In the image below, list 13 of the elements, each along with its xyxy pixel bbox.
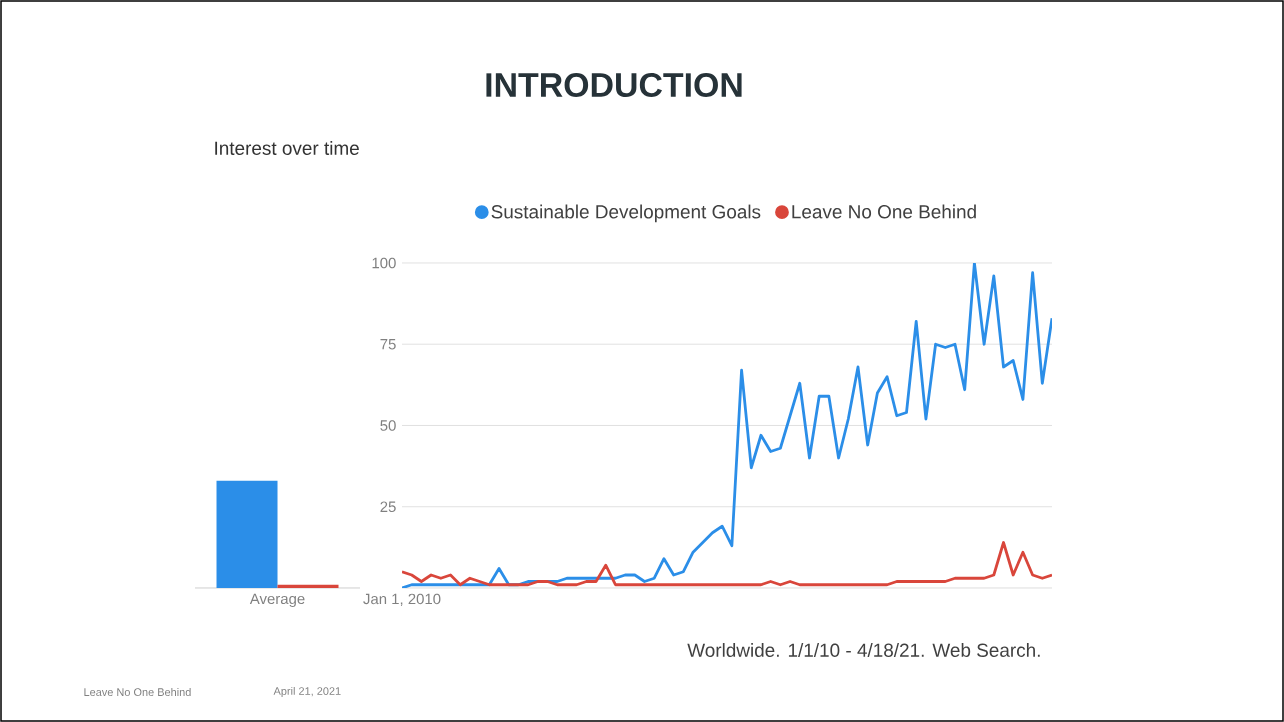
- legend-label: Leave No One Behind: [792, 204, 976, 219]
- y-tick-label: 50: [380, 420, 396, 431]
- y-tick-label: 75: [380, 339, 396, 350]
- y-tick-label: 100: [372, 257, 396, 269]
- legend-label: Sustainable Development Goals: [491, 204, 761, 223]
- x-tick-label: Jan 1, 2010: [363, 593, 441, 606]
- text: Worldwide. 1/1/10 - 4/18/21. Web Search.: [687, 643, 1040, 657]
- chart-title: Interest over time: [215, 141, 359, 155]
- chart-title: INTRODUCTION: [486, 72, 742, 97]
- x-tick-label: Average: [249, 593, 305, 607]
- text: April 21, 2021: [273, 686, 341, 698]
- text: Leave No One Behind: [84, 687, 191, 697]
- y-tick-label: 25: [380, 501, 396, 513]
